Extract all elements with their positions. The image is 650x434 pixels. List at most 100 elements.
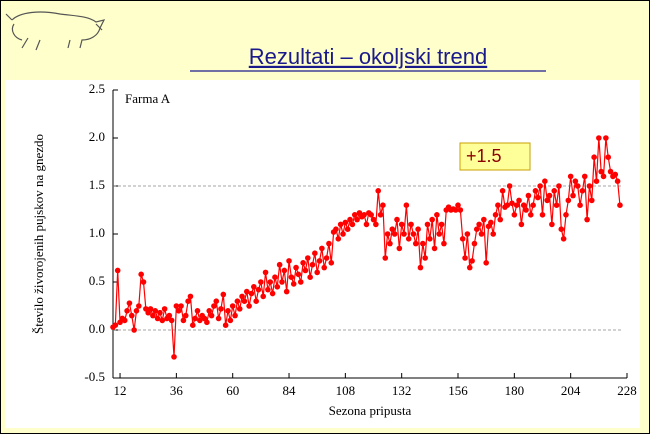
x-tick-label: 204 xyxy=(561,383,581,398)
data-point xyxy=(312,250,318,256)
data-point xyxy=(431,245,438,252)
data-point xyxy=(340,231,346,237)
data-point xyxy=(464,231,471,237)
y-tick-label: 1.0 xyxy=(89,225,105,240)
data-point xyxy=(335,236,342,242)
data-point xyxy=(539,212,546,218)
data-point xyxy=(333,226,339,232)
data-point xyxy=(422,255,428,261)
data-point xyxy=(314,269,320,276)
data-point xyxy=(192,315,198,322)
data-point xyxy=(276,261,283,268)
data-point xyxy=(572,178,579,184)
subtitle: Farma A xyxy=(125,91,171,106)
data-point xyxy=(462,255,468,261)
data-point xyxy=(337,221,344,228)
data-point xyxy=(535,194,541,201)
data-point xyxy=(309,261,316,268)
data-point xyxy=(265,286,271,293)
data-point xyxy=(537,183,543,189)
data-point xyxy=(316,258,323,264)
data-point xyxy=(579,188,586,194)
data-point xyxy=(441,240,447,247)
data-point xyxy=(420,240,426,247)
data-point xyxy=(251,284,257,290)
data-point xyxy=(267,279,274,285)
data-point xyxy=(260,293,267,300)
data-point xyxy=(394,216,400,223)
data-point xyxy=(471,240,478,247)
data-point xyxy=(391,231,398,237)
data-point xyxy=(161,306,168,312)
data-point xyxy=(253,298,259,305)
data-point xyxy=(567,173,574,180)
data-point xyxy=(380,202,386,208)
data-point xyxy=(368,212,374,218)
data-point xyxy=(258,279,264,285)
data-point xyxy=(389,226,396,232)
data-point xyxy=(424,221,431,228)
data-point xyxy=(455,202,461,208)
data-point xyxy=(182,312,189,319)
data-point xyxy=(157,309,163,316)
data-point xyxy=(375,188,382,194)
data-point xyxy=(133,308,140,314)
data-point xyxy=(175,308,182,314)
data-point xyxy=(166,312,173,319)
data-point xyxy=(293,264,299,271)
data-point xyxy=(417,264,424,271)
data-point xyxy=(495,202,501,208)
data-point xyxy=(546,192,553,199)
data-point xyxy=(140,279,147,285)
data-point xyxy=(452,207,459,213)
data-point xyxy=(598,168,604,175)
data-point xyxy=(121,317,128,324)
data-point xyxy=(255,286,262,293)
data-point xyxy=(544,197,551,204)
data-point xyxy=(476,221,482,228)
data-point xyxy=(405,236,412,242)
data-point xyxy=(281,267,288,274)
data-point xyxy=(351,212,358,218)
data-point xyxy=(286,258,292,264)
data-point xyxy=(511,212,518,218)
data-point xyxy=(194,308,201,314)
data-point xyxy=(466,264,473,271)
data-point xyxy=(307,274,313,281)
data-point xyxy=(342,219,349,226)
data-point xyxy=(290,281,297,287)
data-point xyxy=(412,240,419,247)
data-point xyxy=(241,298,248,305)
data-point xyxy=(131,327,137,333)
data-point xyxy=(326,240,332,247)
data-point xyxy=(211,303,217,309)
data-point xyxy=(323,255,330,261)
data-point xyxy=(382,255,389,261)
data-point xyxy=(138,271,144,278)
data-point xyxy=(542,178,548,184)
data-point xyxy=(218,306,224,312)
data-point xyxy=(283,288,290,295)
data-point xyxy=(549,221,555,228)
data-point xyxy=(136,303,142,309)
data-point xyxy=(527,212,534,218)
data-point xyxy=(588,197,595,204)
data-point xyxy=(178,303,184,309)
data-point xyxy=(159,317,166,324)
data-point xyxy=(272,274,278,281)
data-point xyxy=(570,192,576,199)
data-point xyxy=(128,312,135,319)
data-point xyxy=(112,322,119,329)
data-point xyxy=(229,303,236,309)
data-point xyxy=(297,279,304,285)
data-point xyxy=(401,231,407,237)
data-point xyxy=(197,317,203,324)
data-point xyxy=(361,212,367,218)
data-point xyxy=(438,221,445,228)
data-point xyxy=(436,231,443,237)
data-point xyxy=(497,216,504,223)
data-point xyxy=(328,260,335,266)
data-point xyxy=(612,171,619,178)
data-point xyxy=(347,216,353,223)
